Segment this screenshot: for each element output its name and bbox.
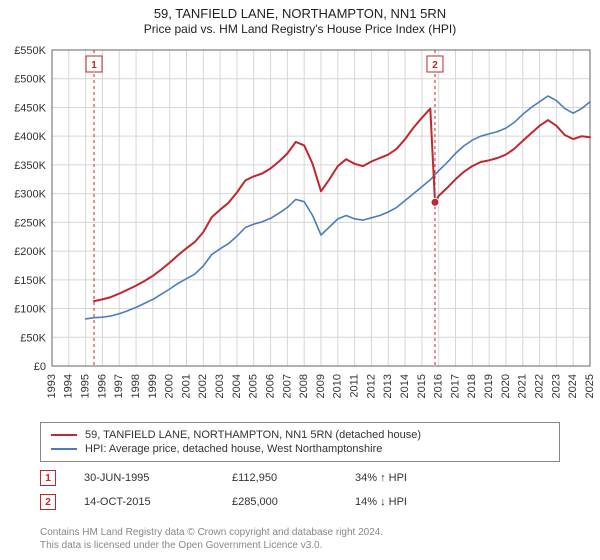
- svg-text:2021: 2021: [517, 374, 529, 398]
- event-delta: 34% ↑ HPI: [355, 472, 475, 484]
- svg-text:£200K: £200K: [14, 246, 46, 258]
- event-price: £285,000: [232, 496, 327, 508]
- svg-text:£500K: £500K: [14, 74, 46, 86]
- svg-text:£0: £0: [34, 361, 46, 373]
- footer-line1: Contains HM Land Registry data © Crown c…: [40, 527, 560, 540]
- svg-text:2022: 2022: [533, 374, 545, 398]
- svg-text:£250K: £250K: [14, 217, 46, 229]
- svg-text:2: 2: [432, 60, 438, 71]
- event-price: £112,950: [232, 472, 327, 484]
- svg-text:£400K: £400K: [14, 131, 46, 143]
- svg-text:2025: 2025: [584, 374, 596, 398]
- svg-text:2006: 2006: [264, 374, 276, 398]
- svg-text:1997: 1997: [113, 374, 125, 398]
- svg-text:2010: 2010: [332, 374, 344, 398]
- svg-text:2018: 2018: [466, 374, 478, 398]
- event-row: 2 14-OCT-2015 £285,000 14% ↓ HPI: [40, 488, 560, 512]
- svg-text:1998: 1998: [130, 374, 142, 398]
- svg-text:2000: 2000: [164, 374, 176, 398]
- svg-text:2012: 2012: [365, 374, 377, 398]
- svg-text:£50K: £50K: [20, 332, 46, 344]
- svg-text:2015: 2015: [416, 374, 428, 398]
- svg-text:1995: 1995: [80, 374, 92, 398]
- svg-text:1994: 1994: [63, 374, 75, 398]
- svg-text:£450K: £450K: [14, 102, 46, 114]
- legend-item: 59, TANFIELD LANE, NORTHAMPTON, NN1 5RN …: [51, 428, 549, 442]
- svg-text:2014: 2014: [399, 374, 411, 398]
- svg-text:2024: 2024: [567, 374, 579, 398]
- svg-text:2002: 2002: [197, 374, 209, 398]
- svg-text:£100K: £100K: [14, 304, 46, 316]
- legend-label: 59, TANFIELD LANE, NORTHAMPTON, NN1 5RN …: [85, 429, 421, 441]
- svg-text:1996: 1996: [96, 374, 108, 398]
- svg-text:2001: 2001: [180, 374, 192, 398]
- legend-swatch: [51, 434, 77, 436]
- svg-text:2020: 2020: [500, 374, 512, 398]
- legend-label: HPI: Average price, detached house, West…: [85, 443, 382, 455]
- chart-plot: £0 £50K £100K £150K £200K £250K £300K £350K £400…: [0, 40, 600, 418]
- event-date: 14-OCT-2015: [84, 496, 204, 508]
- svg-text:1: 1: [91, 60, 97, 71]
- event-table: 1 30-JUN-1995 £112,950 34% ↑ HPI 2 14-OCT-201…: [40, 464, 560, 512]
- svg-text:2003: 2003: [214, 374, 226, 398]
- legend-item: HPI: Average price, detached house, West…: [51, 442, 549, 456]
- svg-text:2016: 2016: [433, 374, 445, 398]
- svg-text:£300K: £300K: [14, 189, 46, 201]
- svg-text:2023: 2023: [550, 374, 562, 398]
- event-delta: 14% ↓ HPI: [355, 496, 475, 508]
- svg-text:£550K: £550K: [14, 45, 46, 57]
- svg-text:2017: 2017: [449, 374, 461, 398]
- chart-subtitle: Price paid vs. HM Land Registry's House …: [0, 22, 600, 40]
- legend-swatch: [51, 448, 77, 450]
- event-date: 30-JUN-1995: [84, 472, 204, 484]
- event-row: 1 30-JUN-1995 £112,950 34% ↑ HPI: [40, 464, 560, 488]
- footer-line2: This data is licensed under the Open Gov…: [40, 540, 560, 553]
- chart-container: { "title_line1": "59, TANFIELD LANE, NOR…: [0, 0, 600, 560]
- legend: 59, TANFIELD LANE, NORTHAMPTON, NN1 5RN …: [40, 422, 560, 462]
- svg-text:£350K: £350K: [14, 160, 46, 172]
- svg-text:2009: 2009: [315, 374, 327, 398]
- svg-text:2007: 2007: [281, 374, 293, 398]
- event-marker: 1: [40, 470, 56, 486]
- svg-text:2013: 2013: [382, 374, 394, 398]
- svg-text:1999: 1999: [147, 374, 159, 398]
- svg-text:2011: 2011: [349, 374, 361, 398]
- svg-text:1993: 1993: [46, 374, 58, 398]
- event-marker: 2: [40, 494, 56, 510]
- svg-text:2008: 2008: [298, 374, 310, 398]
- footer-attribution: Contains HM Land Registry data © Crown c…: [40, 527, 560, 552]
- chart-svg: £0 £50K £100K £150K £200K £250K £300K £350K £400…: [0, 40, 600, 418]
- svg-text:£150K: £150K: [14, 275, 46, 287]
- svg-text:2019: 2019: [483, 374, 495, 398]
- svg-text:2004: 2004: [231, 374, 243, 398]
- chart-title: 59, TANFIELD LANE, NORTHAMPTON, NN1 5RN: [0, 0, 600, 22]
- svg-text:2005: 2005: [248, 374, 260, 398]
